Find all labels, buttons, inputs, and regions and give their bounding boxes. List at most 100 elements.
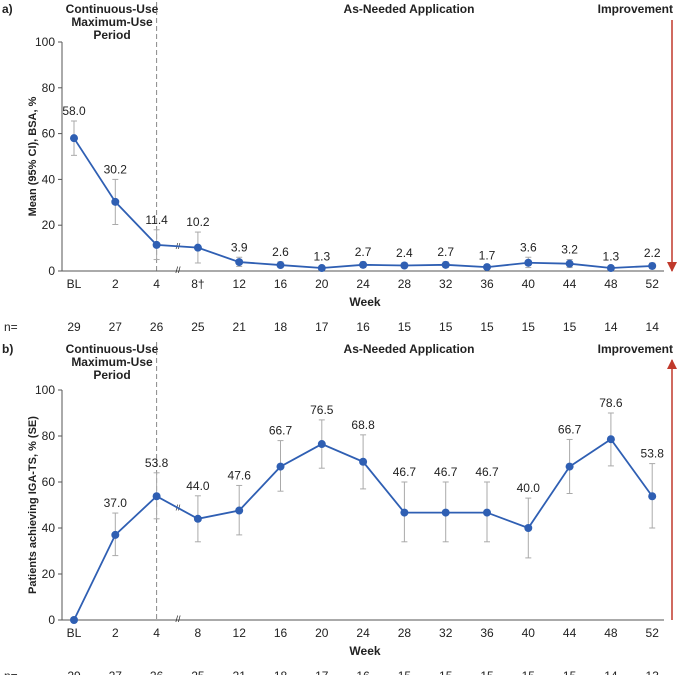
period-continuous-label: Continuous-Use [66, 2, 159, 16]
data-point [193, 514, 202, 523]
n-value: 14 [604, 669, 618, 675]
data-label: 2.7 [355, 245, 372, 259]
improvement-label: Improvement [598, 342, 673, 356]
y-tick-label: 60 [42, 127, 56, 141]
data-label: 40.0 [517, 481, 541, 495]
data-point [524, 524, 533, 532]
data-point [441, 508, 450, 517]
x-axis-label: Week [349, 295, 380, 309]
data-point [111, 530, 120, 539]
data-label: 53.8 [145, 456, 169, 470]
x-tick-label: 24 [356, 277, 370, 291]
x-tick-label: 44 [563, 277, 577, 291]
data-label: 2.6 [272, 245, 289, 259]
n-value: 16 [356, 669, 370, 675]
x-tick-label: 48 [604, 277, 618, 291]
data-label: 66.7 [558, 422, 582, 436]
n-value: 25 [191, 320, 205, 334]
n-value: 21 [233, 320, 247, 334]
data-point [193, 243, 202, 252]
data-point [483, 508, 491, 517]
panel-label: a) [2, 2, 13, 16]
x-tick-label: 32 [439, 626, 453, 640]
x-tick-label: 52 [646, 277, 660, 291]
n-prefix: n= [4, 320, 18, 334]
n-value: 15 [398, 669, 412, 675]
n-value: 15 [480, 669, 494, 675]
n-value: 21 [233, 669, 247, 675]
x-tick-label: 28 [398, 626, 412, 640]
x-tick-label: 20 [315, 277, 329, 291]
data-label: 11.4 [145, 213, 168, 227]
n-value: 15 [398, 320, 412, 334]
data-point [441, 260, 450, 269]
data-point [70, 616, 78, 624]
data-label: 3.9 [231, 240, 248, 254]
x-tick-label: 2 [112, 626, 119, 640]
n-prefix: n= [4, 669, 18, 675]
x-tick-label: 52 [646, 626, 660, 640]
data-label: 46.7 [475, 465, 499, 479]
data-point [317, 264, 326, 273]
data-point [606, 264, 615, 273]
data-label: 30.2 [104, 162, 128, 176]
data-label: 46.7 [434, 465, 458, 479]
n-value: 16 [356, 320, 370, 334]
arrow-head-up-icon [667, 359, 677, 369]
n-value: 15 [522, 320, 536, 334]
data-label: 76.5 [310, 403, 334, 417]
y-tick-label: 40 [42, 172, 56, 186]
data-point [524, 258, 533, 267]
x-tick-label: 24 [356, 626, 370, 640]
n-value: 17 [315, 669, 329, 675]
n-value: 17 [315, 320, 329, 334]
x-tick-label: 48 [604, 626, 618, 640]
y-tick-label: 20 [42, 567, 56, 581]
x-tick-label: 8 [195, 626, 202, 640]
data-point [400, 508, 409, 517]
x-tick-label: BL [67, 626, 82, 640]
data-label: 37.0 [104, 496, 128, 510]
n-value: 14 [646, 320, 660, 334]
n-value: 27 [109, 669, 123, 675]
data-point [400, 261, 409, 270]
data-label: 10.2 [186, 215, 210, 229]
y-tick-label: 0 [48, 613, 55, 627]
n-value: 26 [150, 320, 164, 334]
data-label: 1.3 [313, 249, 330, 263]
n-value: 15 [522, 669, 536, 675]
n-value: 15 [563, 669, 577, 675]
data-point [276, 261, 285, 270]
data-label: 2.2 [644, 246, 661, 260]
n-value: 29 [67, 669, 81, 675]
axis-break: // [175, 614, 181, 624]
n-value: 13 [646, 669, 660, 675]
n-value: 15 [563, 320, 577, 334]
data-point [359, 457, 368, 466]
x-tick-label: 4 [153, 626, 160, 640]
data-label: 44.0 [186, 479, 210, 493]
x-tick-label: 12 [233, 277, 247, 291]
x-axis-label: Week [349, 644, 380, 658]
x-tick-label: 36 [480, 277, 494, 291]
period-continuous-label: Maximum-Use [71, 355, 153, 369]
data-label: 66.7 [269, 424, 293, 438]
x-tick-label: BL [67, 277, 82, 291]
y-tick-label: 0 [48, 264, 55, 278]
data-point [152, 492, 161, 501]
period-as-needed-label: As-Needed Application [344, 2, 475, 16]
data-point [235, 506, 244, 515]
data-point [235, 258, 244, 267]
data-point [111, 197, 120, 206]
data-point [276, 462, 285, 471]
period-continuous-label: Period [93, 28, 130, 42]
n-value: 25 [191, 669, 205, 675]
data-point [648, 261, 657, 270]
y-tick-label: 80 [42, 429, 56, 443]
y-tick-label: 80 [42, 81, 56, 95]
y-tick-label: 40 [42, 521, 56, 535]
x-tick-label: 12 [233, 626, 247, 640]
data-label: 3.6 [520, 240, 537, 254]
data-label: 68.8 [351, 418, 375, 432]
